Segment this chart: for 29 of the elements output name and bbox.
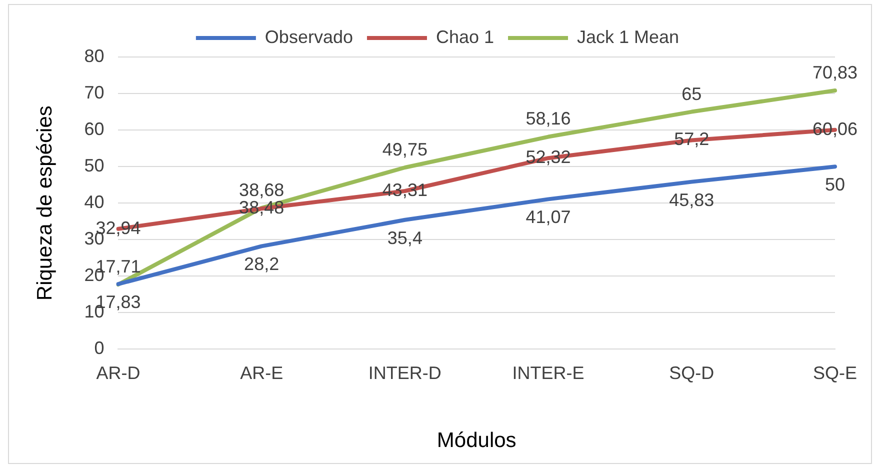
data-label: 38,48 [239, 198, 284, 218]
data-label: 65 [682, 84, 702, 104]
y-tick-label: 0 [94, 338, 104, 358]
x-tick-label: AR-D [96, 362, 140, 383]
y-tick-label: 60 [84, 119, 104, 140]
data-label: 35,4 [387, 228, 422, 248]
y-axis-title: Riqueza de espécies [33, 106, 56, 301]
data-label: 28,2 [244, 254, 280, 274]
y-tick-label: 70 [84, 82, 104, 102]
x-tick-label: SQ-E [812, 362, 858, 383]
data-label: 49,75 [382, 139, 428, 160]
y-tick-label: 80 [84, 46, 104, 66]
data-label: 45,83 [669, 190, 714, 210]
legend-label: Jack 1 Mean [577, 26, 680, 47]
x-tick-label: AR-E [240, 362, 284, 383]
data-label: 50 [824, 174, 846, 195]
data-label: 58,16 [526, 108, 571, 129]
x-tick-label: INTER-E [512, 362, 584, 383]
legend-label: Observado [264, 26, 353, 47]
y-tick-label: 50 [84, 156, 104, 176]
data-label: 60,06 [812, 118, 858, 139]
y-tick-label: 40 [84, 192, 104, 212]
data-label: 70,83 [812, 62, 858, 82]
legend-label: Chao 1 [436, 26, 494, 47]
data-label: 41,07 [526, 207, 571, 228]
data-label: 38,68 [239, 180, 284, 200]
x-axis-title: Módulos [436, 429, 516, 452]
x-tick-label: INTER-D [368, 362, 442, 383]
x-tick-label: SQ-D [669, 362, 714, 383]
